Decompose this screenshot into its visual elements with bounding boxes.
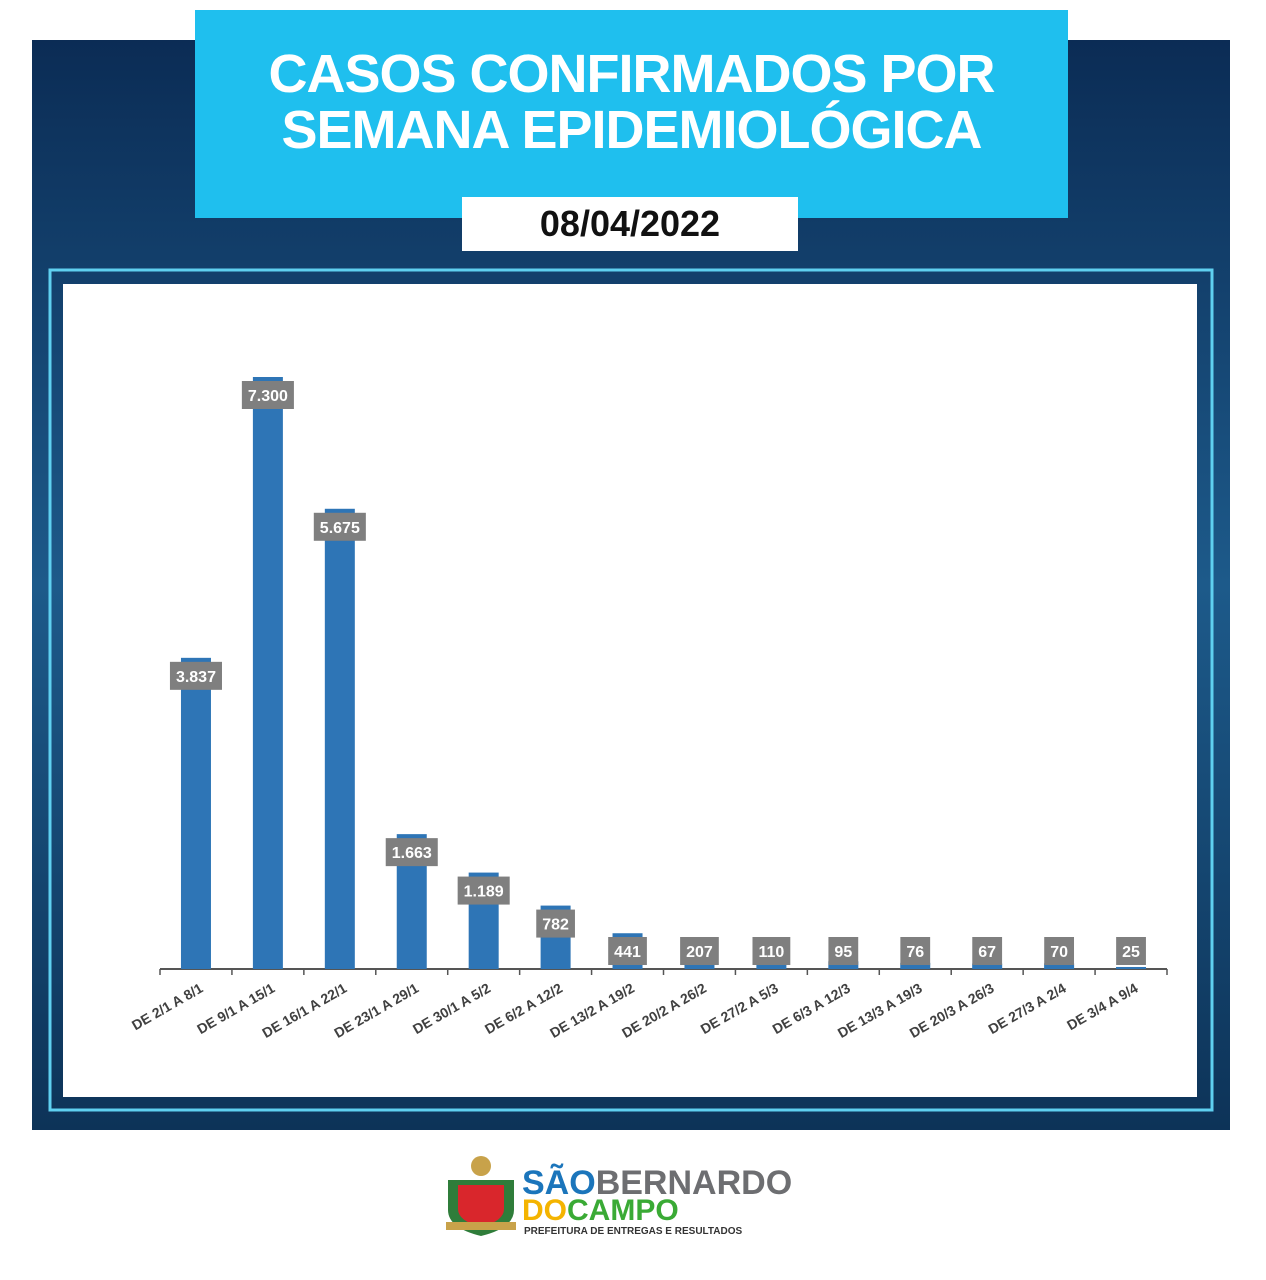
value-label-text: 1.189 bbox=[464, 884, 504, 901]
value-label-box bbox=[828, 937, 859, 965]
value-label: 1.663 bbox=[385, 838, 438, 867]
logo-word: SÃO bbox=[522, 1164, 596, 1202]
value-label-box bbox=[1116, 937, 1146, 965]
chart-title: CASOS CONFIRMADOS POR SEMANA EPIDEMIOLÓG… bbox=[268, 44, 995, 160]
logo-tagline: PREFEITURA DE ENTREGAS E RESULTADOS bbox=[524, 1226, 742, 1237]
value-label-text: 7.300 bbox=[248, 388, 288, 405]
bar bbox=[828, 961, 859, 969]
value-label-box bbox=[457, 876, 510, 905]
value-label-box bbox=[900, 937, 931, 965]
value-label-box bbox=[169, 661, 222, 690]
value-label: 441 bbox=[608, 937, 647, 965]
value-label-text: 67 bbox=[978, 944, 996, 961]
value-label: 70 bbox=[1044, 937, 1075, 965]
value-label-text: 782 bbox=[542, 917, 569, 934]
bar bbox=[324, 508, 355, 969]
title-box bbox=[195, 10, 1068, 218]
value-label-box bbox=[1044, 937, 1075, 965]
value-label-text: 95 bbox=[834, 944, 852, 961]
value-label-text: 1.663 bbox=[392, 845, 432, 862]
value-label-box bbox=[385, 838, 438, 867]
value-label-text: 25 bbox=[1122, 944, 1140, 961]
value-label: 782 bbox=[536, 909, 575, 938]
frame bbox=[48, 268, 1214, 1112]
bar bbox=[1044, 963, 1075, 969]
value-label: 7.300 bbox=[241, 381, 294, 409]
value-label-text: 76 bbox=[906, 944, 924, 961]
plot-area bbox=[63, 284, 1197, 1097]
logo-emblem bbox=[446, 1156, 516, 1236]
value-label-box bbox=[608, 937, 647, 965]
value-label-box bbox=[680, 937, 719, 965]
logo-word: BERNARDO bbox=[596, 1164, 792, 1202]
value-label-box bbox=[241, 381, 294, 409]
value-label: 207 bbox=[680, 937, 719, 965]
value-label: 3.837 bbox=[169, 661, 222, 690]
bar bbox=[180, 657, 211, 969]
chart-subtitle: 08/04/2022 bbox=[539, 203, 721, 244]
value-label: 76 bbox=[900, 937, 931, 965]
value-label: 110 bbox=[752, 937, 791, 965]
logo-word: CAMPO bbox=[567, 1194, 679, 1227]
date-box bbox=[462, 197, 798, 251]
value-label: 95 bbox=[828, 937, 859, 965]
bar bbox=[972, 963, 1003, 969]
value-label-text: 110 bbox=[758, 944, 784, 961]
value-label-box bbox=[752, 937, 791, 965]
logo-text: SÃOBERNARDO bbox=[522, 1164, 792, 1202]
value-label-box bbox=[313, 512, 366, 541]
bar bbox=[1116, 966, 1147, 969]
value-label-text: 5.675 bbox=[320, 520, 360, 537]
logo-text: DOCAMPO bbox=[522, 1194, 679, 1227]
value-label: 5.675 bbox=[313, 512, 366, 541]
value-label-text: 207 bbox=[686, 944, 713, 961]
value-label-text: 70 bbox=[1050, 944, 1068, 961]
bar bbox=[252, 377, 283, 969]
value-label-box bbox=[972, 937, 1003, 965]
value-label: 67 bbox=[972, 937, 1003, 965]
value-label: 1.189 bbox=[457, 876, 510, 905]
logo-word: DO bbox=[522, 1194, 567, 1227]
bar bbox=[900, 962, 931, 969]
value-label: 25 bbox=[1116, 937, 1146, 965]
value-label-box bbox=[536, 909, 575, 938]
value-label-text: 441 bbox=[614, 944, 641, 961]
value-label-text: 3.837 bbox=[176, 669, 216, 686]
